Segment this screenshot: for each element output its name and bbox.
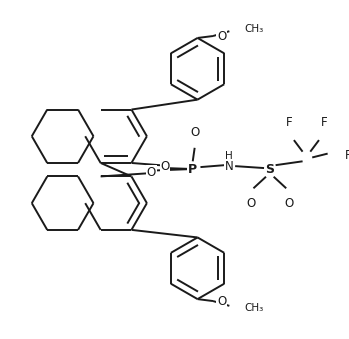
- Text: CH₃: CH₃: [245, 303, 264, 313]
- Text: O: O: [161, 160, 170, 173]
- Text: CH₃: CH₃: [245, 24, 264, 34]
- Text: O: O: [246, 197, 255, 210]
- Text: O: O: [147, 166, 156, 179]
- Text: O: O: [217, 295, 226, 307]
- Text: F: F: [345, 149, 349, 162]
- Text: F: F: [320, 116, 327, 129]
- Text: H: H: [225, 152, 233, 161]
- Text: O: O: [190, 126, 199, 139]
- Text: O: O: [284, 197, 294, 210]
- Text: N: N: [225, 160, 234, 173]
- Text: O: O: [217, 29, 226, 42]
- Text: S: S: [265, 162, 274, 176]
- Text: P: P: [188, 162, 197, 176]
- Text: F: F: [286, 116, 292, 129]
